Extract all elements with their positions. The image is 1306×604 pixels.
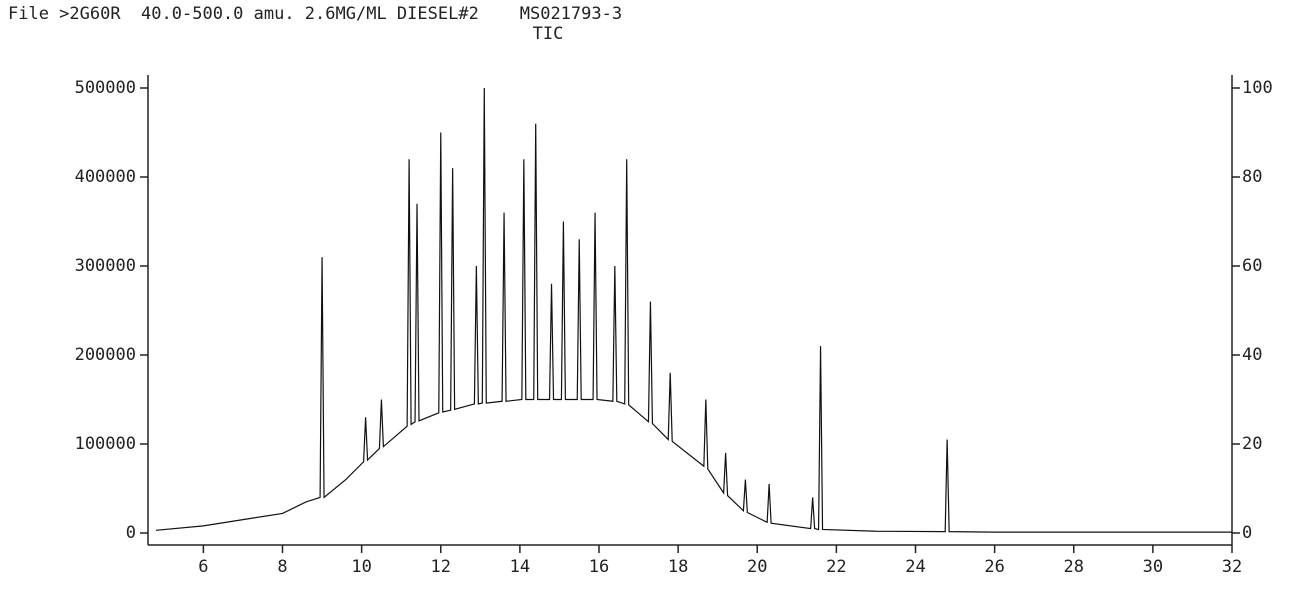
x-tick-label: 16 — [589, 557, 609, 577]
x-tick-label: 26 — [984, 557, 1004, 577]
x-tick-label: 20 — [747, 557, 767, 577]
x-tick-label: 14 — [510, 557, 530, 577]
y-tick-label: 0 — [126, 523, 136, 543]
x-tick-label: 8 — [277, 557, 287, 577]
x-tick-label: 30 — [1143, 557, 1163, 577]
y2-tick-label: 20 — [1242, 434, 1262, 454]
y-tick-label: 300000 — [75, 256, 136, 276]
y2-tick-label: 60 — [1242, 256, 1262, 276]
x-tick-label: 22 — [826, 557, 846, 577]
y-tick-label: 400000 — [75, 167, 136, 187]
x-tick-label: 10 — [351, 557, 371, 577]
y2-tick-label: 40 — [1242, 345, 1262, 365]
y2-tick-label: 0 — [1242, 523, 1252, 543]
y2-tick-label: 100 — [1242, 78, 1273, 98]
x-tick-label: 6 — [198, 557, 208, 577]
x-tick-label: 18 — [668, 557, 688, 577]
y-tick-label: 200000 — [75, 345, 136, 365]
chart-subtitle: TIC — [533, 24, 564, 44]
y2-tick-label: 80 — [1242, 167, 1262, 187]
x-tick-label: 32 — [1222, 557, 1242, 577]
tic-trace — [155, 87, 1232, 533]
chart-title: File >2G60R 40.0-500.0 amu. 2.6MG/ML DIE… — [8, 4, 622, 24]
x-tick-label: 24 — [905, 557, 925, 577]
x-tick-label: 12 — [431, 557, 451, 577]
y-tick-label: 100000 — [75, 434, 136, 454]
x-tick-label: 28 — [1064, 557, 1084, 577]
y-tick-label: 500000 — [75, 78, 136, 98]
